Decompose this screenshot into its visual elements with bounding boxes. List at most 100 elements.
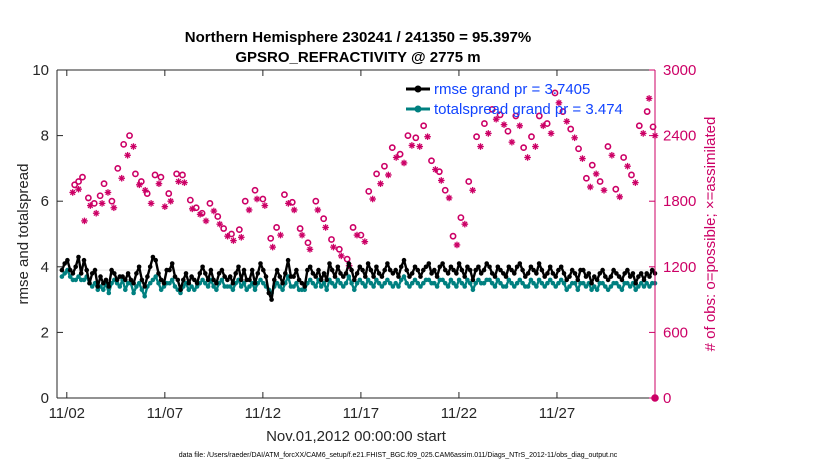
- rmse-point: [145, 274, 150, 279]
- spread-point: [349, 280, 354, 286]
- rmse-point: [329, 267, 335, 273]
- spread-point: [294, 280, 299, 286]
- spread-point: [407, 284, 412, 289]
- obs-possible-marker: [281, 191, 288, 199]
- rmse-point: [123, 277, 128, 283]
- obs-possible-marker: [157, 173, 165, 181]
- spread-point: [227, 284, 233, 289]
- obs-assimilated-marker: [432, 166, 439, 173]
- spread-point: [528, 277, 534, 283]
- spread-point: [161, 284, 167, 289]
- obs-assimilated-marker: [392, 154, 400, 161]
- rmse-point: [112, 271, 117, 276]
- obs-assimilated-marker: [437, 177, 445, 184]
- rmse-point: [581, 267, 586, 273]
- rmse-point: [167, 267, 172, 273]
- spread-point: [214, 287, 219, 293]
- spread-point: [495, 277, 501, 283]
- obs-possible-marker: [628, 171, 635, 179]
- spread-point: [385, 277, 390, 283]
- spread-point: [401, 274, 407, 279]
- spread-point: [241, 280, 247, 286]
- obs-possible-marker: [186, 196, 194, 204]
- spread-point: [550, 280, 556, 286]
- spread-point: [261, 280, 266, 286]
- rmse-point: [473, 267, 479, 273]
- rmse-point: [352, 277, 357, 283]
- rmse-point: [512, 271, 517, 276]
- rmse-point: [614, 271, 619, 276]
- rmse-point: [418, 274, 423, 279]
- rmse-point: [103, 277, 109, 283]
- obs-possible-marker: [373, 170, 380, 178]
- rmse-point: [283, 271, 288, 276]
- spread-point: [412, 277, 418, 283]
- spread-point: [321, 280, 327, 286]
- obs-possible-marker: [343, 255, 351, 263]
- rmse-point: [476, 264, 481, 270]
- rmse-point: [197, 271, 203, 276]
- obs-possible-marker: [349, 224, 357, 231]
- spread-point: [258, 277, 263, 283]
- legend-rmse-marker: [414, 85, 422, 93]
- rmse-point: [625, 267, 630, 273]
- rmse-point: [547, 264, 553, 270]
- spread-point: [338, 280, 343, 286]
- rmse-point: [310, 271, 316, 276]
- obs-possible-marker: [214, 213, 222, 220]
- rmse-point: [219, 267, 225, 273]
- obs-possible-marker: [575, 145, 582, 153]
- obs-assimilated-marker: [224, 232, 231, 240]
- obs-possible-marker: [420, 122, 428, 130]
- obs-assimilated-marker: [492, 115, 500, 123]
- spread-point: [139, 287, 145, 293]
- spread-point: [156, 280, 161, 286]
- obs-possible-marker: [457, 214, 465, 221]
- spread-point: [434, 284, 440, 289]
- obs-assimilated-marker: [539, 122, 547, 130]
- obs-assimilated-marker: [216, 220, 224, 228]
- obs-assimilated-marker: [136, 181, 143, 189]
- spread-point: [114, 280, 120, 286]
- rmse-point: [87, 280, 92, 286]
- obs-assimilated-marker: [608, 151, 616, 159]
- rmse-point: [636, 274, 641, 279]
- spread-point: [376, 280, 382, 286]
- rmse-point: [346, 261, 352, 266]
- rmse-point: [216, 271, 222, 276]
- spread-point: [564, 287, 569, 293]
- spread-point: [200, 277, 205, 283]
- spread-point: [514, 280, 520, 286]
- rmse-point: [586, 271, 592, 276]
- rmse-point: [561, 271, 567, 276]
- x-axis-label: Nov.01,2012 00:00:00 start: [266, 428, 447, 445]
- rmse-point: [294, 267, 299, 273]
- obs-assimilated-marker: [69, 189, 76, 196]
- obs-possible-marker: [235, 226, 243, 234]
- rmse-point: [89, 271, 95, 276]
- spread-point: [280, 287, 285, 293]
- obs-possible-marker: [388, 144, 396, 152]
- rmse-point: [274, 267, 280, 273]
- obs-assimilated-marker: [369, 195, 376, 203]
- obs-possible-marker: [441, 186, 449, 194]
- spread-point: [409, 280, 415, 286]
- rmse-point: [272, 277, 277, 283]
- obs-assimilated-marker: [385, 171, 392, 179]
- spread-point: [352, 287, 357, 293]
- obs-assimilated-marker: [188, 205, 196, 213]
- spread-point: [542, 284, 547, 289]
- rmse-point: [134, 271, 139, 276]
- rmse-point: [136, 264, 142, 270]
- obs-possible-marker: [381, 162, 388, 170]
- spread-point: [404, 280, 410, 286]
- spread-point: [647, 284, 652, 289]
- obs-assimilated-marker: [118, 174, 126, 182]
- obs-possible-marker: [481, 120, 488, 127]
- rmse-point: [59, 267, 65, 273]
- obs-possible-marker: [132, 170, 139, 178]
- rmse-point: [385, 261, 390, 266]
- obs-assimilated-marker: [469, 186, 476, 194]
- obs-assimilated-marker: [453, 241, 461, 249]
